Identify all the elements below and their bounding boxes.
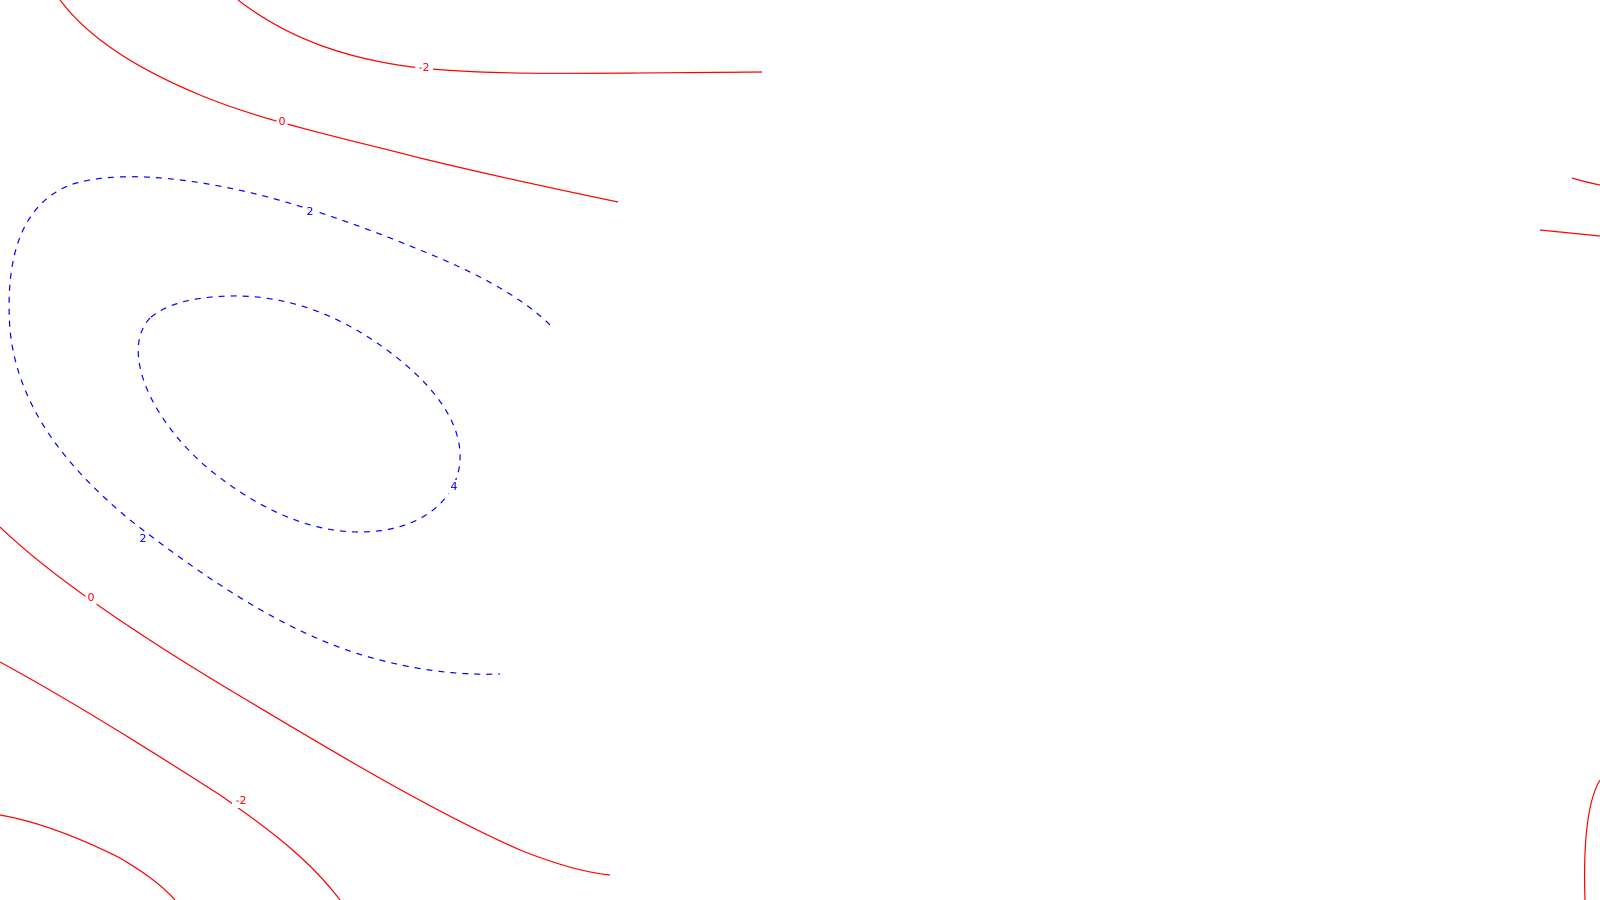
contour-line-level-2-seg-1 [8, 176, 551, 675]
contour-line-level-0-seg-1 [59, 0, 619, 203]
contour-label-level-0: 0 [88, 591, 95, 604]
contour-label-level-2: 2 [140, 532, 147, 545]
contour-label-level-0: 0 [279, 115, 286, 128]
contour-label-bg [137, 532, 149, 546]
contour-label-level--2: -2 [236, 794, 247, 807]
contour-label-bg [415, 61, 433, 75]
contour-line-level--2-seg-2 [0, 661, 341, 900]
contour-label-level-2: 2 [307, 205, 314, 218]
contour-label-level-4: 4 [451, 480, 458, 493]
contour-line-level-4-seg-1 [137, 295, 461, 533]
contour-line-level--2-seg-5 [1539, 229, 1600, 237]
contour-label-bg [276, 115, 288, 129]
contour-label-level--2: -2 [419, 61, 430, 74]
contour-line-level--2-seg-3 [0, 814, 176, 900]
contour-label-bg [85, 591, 97, 605]
contour-label-bg [232, 794, 250, 808]
contour-line-level--2-seg-1 [237, 0, 763, 74]
contour-line-level-0-seg-2 [0, 526, 611, 876]
contour-label-bg [304, 205, 316, 219]
contour-labels-group: 4 2 2 0 0 -2 -2 [85, 61, 460, 808]
contour-line-level--2-seg-6 [1583, 779, 1600, 900]
contour-label-bg [448, 480, 460, 494]
contour-line-level--2-seg-4 [1571, 177, 1600, 186]
